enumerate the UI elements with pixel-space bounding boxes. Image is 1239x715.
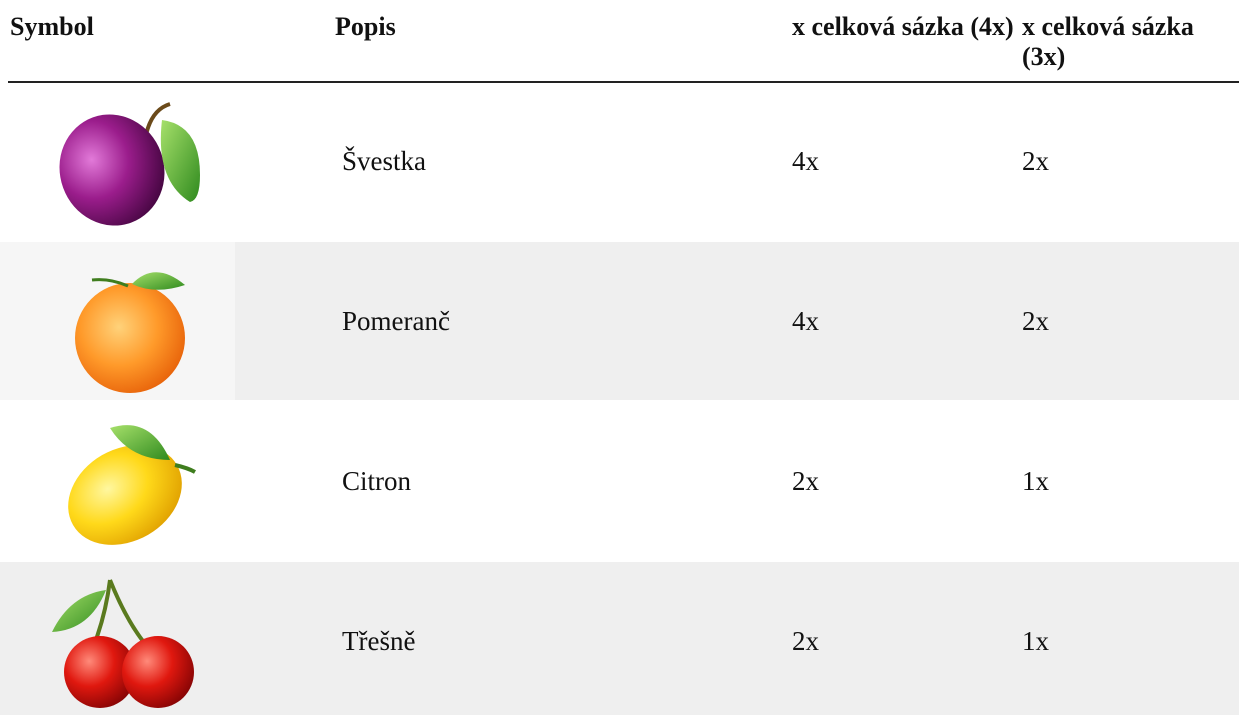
orange-icon [40, 250, 210, 395]
plum-icon [40, 90, 210, 235]
header-cell: x celková sázka (4x) [792, 12, 1017, 42]
payout-4: 4x [792, 146, 819, 177]
payout-3: 1x [1022, 466, 1049, 497]
cherry-icon [40, 570, 210, 715]
header-cell: Symbol [10, 12, 94, 42]
table-row: Citron 2x 1x [0, 402, 1239, 560]
table-row: Třešně 2x 1x [0, 562, 1239, 715]
description: Pomeranč [342, 306, 450, 337]
table-row: Pomeranč 4x 2x [0, 242, 1239, 400]
payout-4: 2x [792, 626, 819, 657]
page: Symbol Popis x celková sázka (4x) x celk… [0, 0, 1239, 715]
payout-4: 2x [792, 466, 819, 497]
payout-4: 4x [792, 306, 819, 337]
description: Citron [342, 466, 411, 497]
header-cell: x celková sázka (3x) [1022, 12, 1239, 72]
description: Švestka [342, 146, 426, 177]
table-row: Švestka 4x 2x [0, 82, 1239, 240]
payout-3: 2x [1022, 146, 1049, 177]
payout-3: 2x [1022, 306, 1049, 337]
description: Třešně [342, 626, 415, 657]
lemon-icon [40, 410, 210, 555]
payout-3: 1x [1022, 626, 1049, 657]
header-cell: Popis [335, 12, 396, 42]
